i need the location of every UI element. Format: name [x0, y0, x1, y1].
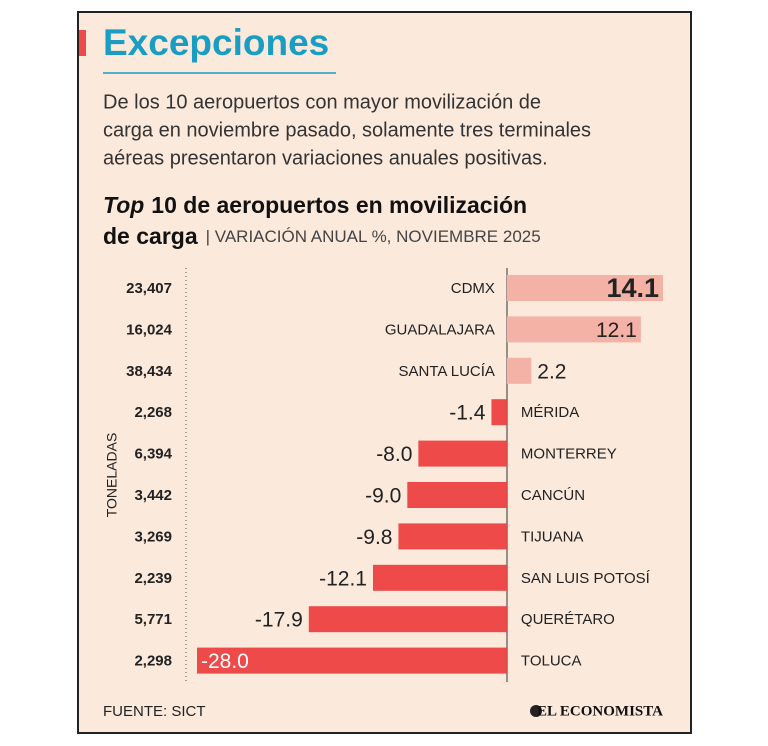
tonnes-label: 3,442 [134, 487, 172, 504]
bar [308, 606, 507, 633]
category-label: TOLUCA [521, 653, 582, 670]
category-label: MÉRIDA [521, 404, 579, 421]
tonnes-label: 2,298 [134, 653, 172, 670]
tonnes-label: 38,434 [126, 363, 173, 380]
heading: Excepciones [103, 22, 329, 63]
intro: carga en noviembre pasado, solamente tre… [103, 119, 591, 141]
intro: De los 10 aeropuertos con mayor moviliza… [103, 91, 541, 113]
category-label: TIJUANA [521, 528, 584, 545]
intro: aéreas presentaron variaciones anuales p… [103, 147, 548, 169]
category-label: CANCÚN [521, 487, 585, 504]
category-label: MONTERREY [521, 446, 617, 463]
category-label: CDMX [451, 280, 495, 297]
logo [530, 705, 542, 717]
category-label: SANTA LUCÍA [399, 363, 495, 380]
bar [506, 316, 641, 343]
value-label: 12.1 [596, 319, 637, 342]
category-label: QUERÉTARO [521, 611, 615, 628]
bar [506, 357, 532, 384]
tonnes-label: 2,239 [134, 570, 172, 587]
brand: EL ECONOMISTA [537, 703, 663, 719]
chart-title: Top 10 de aeropuertos en movilización [103, 192, 527, 218]
tonnes-label: 23,407 [126, 280, 172, 297]
value-label: 2.2 [537, 360, 566, 383]
source: FUENTE: SICT [103, 703, 206, 720]
tonnes-label: 5,771 [134, 611, 172, 628]
value-label: -12.1 [319, 567, 367, 590]
bar [407, 482, 507, 508]
title: de carga [103, 223, 198, 249]
bar [506, 275, 663, 301]
tonnes-label: 2,268 [134, 404, 172, 421]
tonnes-label: 6,394 [134, 446, 172, 463]
bar [197, 647, 507, 674]
bar [398, 523, 507, 550]
value-label: -9.8 [356, 526, 392, 549]
side-label: TONELADAS [104, 433, 120, 518]
title-italic: Top [103, 192, 144, 218]
chart-title: de carga | VARIACIÓN ANUAL %, NOVIEMBRE 2… [103, 223, 541, 249]
subtitle: | VARIACIÓN ANUAL %, NOVIEMBRE 2025 [206, 227, 541, 246]
value-label: -8.0 [376, 443, 412, 466]
bar [418, 440, 507, 467]
tonnes-label: 16,024 [126, 321, 173, 338]
accent [79, 30, 86, 56]
value-label: -17.9 [255, 609, 303, 632]
category-label: SAN LUIS POTOSÍ [521, 570, 651, 587]
title: 10 de aeropuertos en movilización [151, 192, 527, 218]
value-label: -9.0 [365, 485, 401, 508]
value-label: -1.4 [449, 402, 486, 425]
bar [372, 564, 507, 591]
value-label: -28.0 [201, 650, 249, 673]
value-label: 14.1 [606, 273, 659, 303]
tonnes-label: 3,269 [134, 528, 172, 545]
category-label: GUADALAJARA [385, 321, 495, 338]
bar [491, 399, 507, 426]
